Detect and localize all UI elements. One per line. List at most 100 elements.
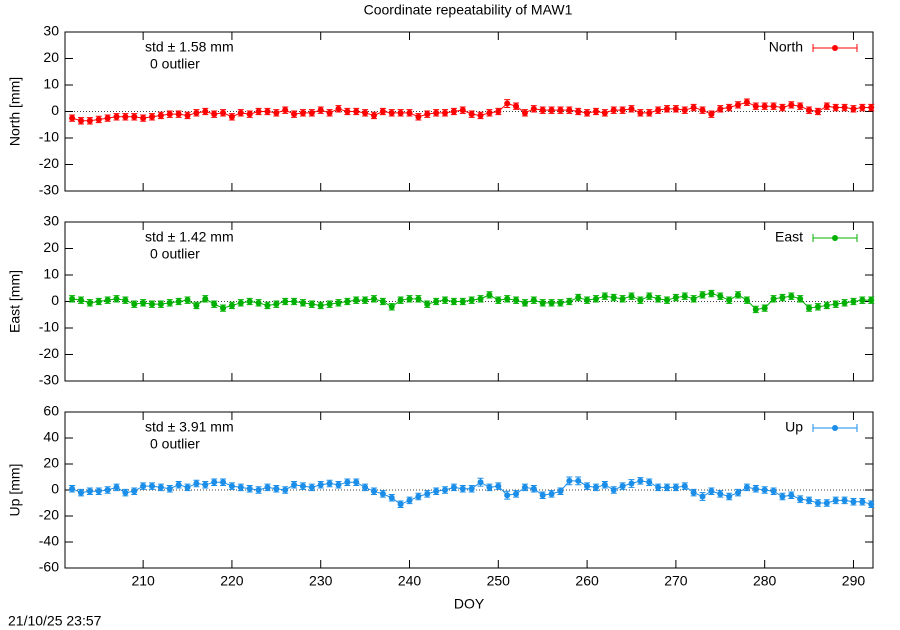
data-point — [504, 100, 511, 107]
data-point — [237, 299, 244, 306]
panel: -30 -20 -10 0 10 20 30 East [mm] std ± 1.42 mm0 … — [7, 213, 875, 388]
data-point — [131, 301, 138, 308]
data-point — [184, 112, 191, 119]
data-point — [86, 299, 93, 306]
data-point — [646, 293, 653, 300]
data-point — [823, 302, 830, 309]
data-point — [122, 113, 129, 120]
x-tick-label: 230 — [309, 573, 333, 589]
data-point — [495, 108, 502, 115]
data-point — [797, 295, 804, 302]
data-point — [388, 303, 395, 310]
data-point — [69, 485, 76, 492]
data-point — [415, 493, 422, 500]
data-point — [610, 487, 617, 493]
data-point — [442, 487, 449, 493]
data-point — [539, 107, 546, 114]
data-point — [726, 104, 733, 111]
y-tick-label: 0 — [51, 481, 59, 497]
data-point — [326, 109, 333, 116]
data-point — [664, 484, 671, 491]
data-point — [752, 306, 759, 313]
data-point — [104, 487, 111, 493]
data-point — [220, 479, 227, 486]
data-point — [628, 105, 635, 112]
data-point — [859, 104, 866, 111]
data-point — [584, 297, 591, 304]
data-point — [149, 301, 156, 308]
data-point — [282, 487, 289, 493]
data-point — [814, 108, 821, 115]
y-tick-label: 20 — [43, 239, 59, 255]
data-point — [140, 483, 147, 490]
data-point — [548, 107, 555, 114]
data-point — [424, 301, 431, 308]
data-point — [433, 488, 440, 495]
data-point — [628, 293, 635, 300]
x-tick-label: 290 — [842, 573, 866, 589]
data-point — [308, 109, 315, 116]
panel: -30 -20 -10 0 10 20 30 North [mm] std ± 1.58 mm0… — [7, 23, 875, 198]
y-tick-label: -10 — [39, 319, 59, 335]
data-point — [273, 485, 280, 492]
data-point — [264, 302, 271, 309]
data-point — [157, 484, 164, 491]
data-point — [397, 297, 404, 304]
data-point — [450, 108, 457, 115]
data-point — [166, 299, 173, 306]
annotation: std ± 1.42 mm — [145, 229, 234, 245]
data-point — [450, 484, 457, 491]
data-point — [601, 293, 608, 300]
data-point — [397, 501, 404, 508]
data-point — [655, 107, 662, 114]
data-point — [557, 299, 564, 306]
data-point — [521, 484, 528, 491]
data-point — [442, 297, 449, 304]
data-point — [95, 488, 102, 495]
data-point — [513, 297, 520, 304]
data-point — [664, 105, 671, 112]
data-point — [761, 305, 768, 312]
data-point — [486, 109, 493, 116]
data-point — [832, 301, 839, 308]
data-point — [255, 299, 262, 306]
data-point — [335, 481, 342, 488]
data-point — [557, 488, 564, 495]
data-point — [575, 108, 582, 115]
data-point — [735, 101, 742, 108]
data-point — [601, 109, 608, 116]
data-point — [344, 108, 351, 115]
x-tick-label: 270 — [664, 573, 688, 589]
data-point — [211, 111, 218, 118]
data-point — [370, 488, 377, 495]
data-point — [530, 105, 537, 112]
data-point — [468, 485, 475, 492]
data-point — [344, 298, 351, 305]
data-point — [424, 490, 431, 497]
data-point — [424, 111, 431, 118]
data-point — [548, 490, 555, 497]
y-tick-label: 20 — [43, 455, 59, 471]
data-point — [228, 113, 235, 120]
x-tick-label: 280 — [753, 573, 777, 589]
data-point — [220, 305, 227, 312]
timestamp: 21/10/25 23:57 — [8, 613, 102, 629]
y-tick-label: 20 — [43, 49, 59, 65]
data-point — [655, 484, 662, 491]
y-tick-label: -30 — [39, 182, 59, 198]
y-tick-label: 10 — [43, 266, 59, 282]
data-point — [113, 484, 120, 491]
data-point — [592, 108, 599, 115]
data-point — [353, 479, 360, 486]
data-point — [859, 297, 866, 304]
annotation: 0 outlier — [150, 436, 200, 452]
data-point — [122, 297, 129, 304]
data-point — [788, 101, 795, 108]
data-point — [637, 297, 644, 304]
data-point — [637, 109, 644, 116]
data-point — [823, 103, 830, 110]
data-point — [184, 297, 191, 304]
data-point — [708, 290, 715, 297]
data-point — [743, 297, 750, 304]
